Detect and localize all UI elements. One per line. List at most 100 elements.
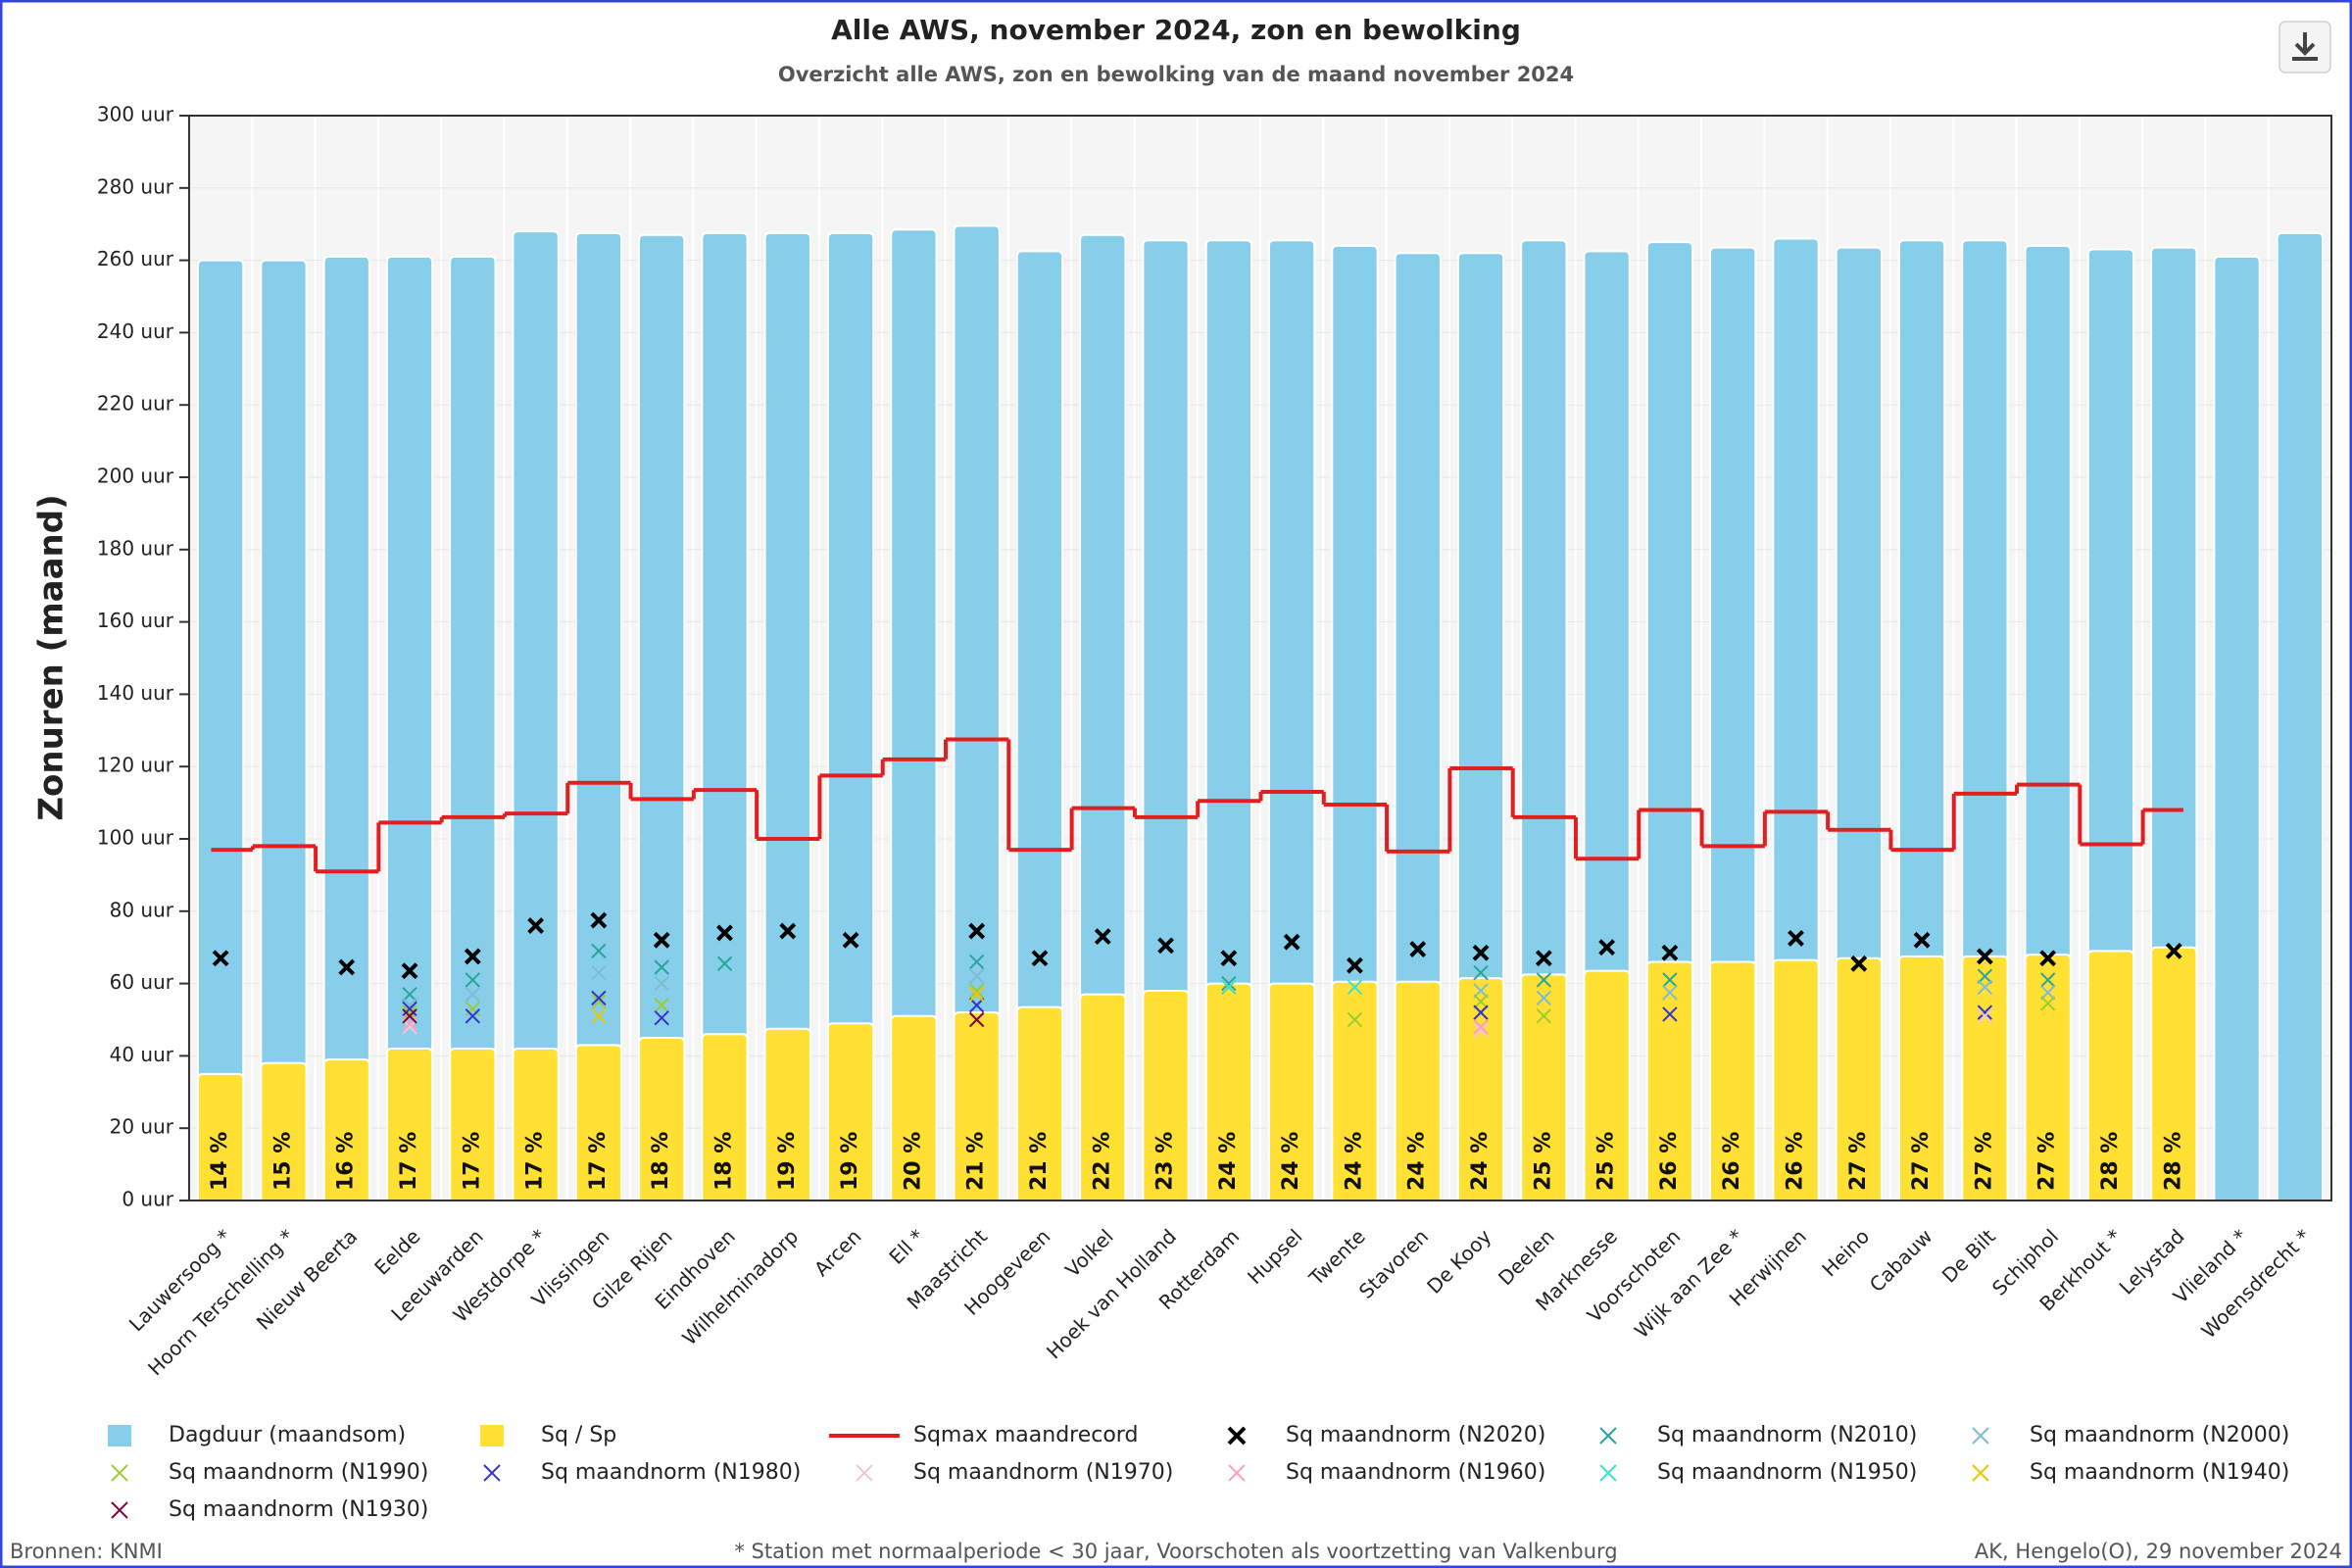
bar	[2213, 255, 2261, 1201]
legend-item[interactable]: Sq maandnorm (N2000)	[1972, 1423, 2289, 1447]
bar	[701, 231, 749, 1201]
legend-label: Sq maandnorm (N1970)	[913, 1460, 1173, 1485]
legend-swatch	[1972, 1464, 1989, 1482]
bar	[826, 231, 875, 1201]
scatter-marker	[1473, 983, 1489, 999]
scatter-marker	[465, 1008, 481, 1024]
scatter-marker	[1850, 955, 1868, 972]
download-icon[interactable]	[2292, 32, 2318, 61]
plot-border	[188, 115, 2332, 1201]
marker-stroke	[1977, 1008, 1993, 1024]
percentage-label: 28 %	[2161, 1132, 2185, 1191]
legend-swatch	[856, 1464, 873, 1482]
legend-item[interactable]: Sq maandnorm (N1970)	[856, 1460, 1173, 1485]
legend-item[interactable]: Dagduur (maandsom)	[108, 1423, 406, 1447]
marker-stroke	[856, 1464, 873, 1482]
y-tick-label: 240 uur	[97, 319, 174, 343]
bar	[2024, 954, 2072, 1201]
scatter-marker	[2039, 985, 2056, 1001]
bar	[1394, 980, 1442, 1201]
percentage-label: 21 %	[1027, 1132, 1052, 1191]
percentage-label: 24 %	[1342, 1132, 1366, 1191]
legend-item[interactable]: Sq maandnorm (N1930)	[111, 1497, 428, 1522]
legend-item[interactable]: Sq maandnorm (N1940)	[1972, 1460, 2289, 1485]
scatter-marker	[1661, 944, 1679, 961]
legend-item[interactable]: Sq maandnorm (N2020)	[1227, 1423, 1545, 1447]
scatter-marker	[1473, 1022, 1489, 1039]
y-tick-label: 140 uur	[97, 681, 174, 705]
footer-center: * Station met normaalperiode < 30 jaar, …	[734, 1540, 1617, 1563]
scatter-marker	[402, 998, 417, 1013]
marker-stroke	[968, 922, 986, 940]
bar	[260, 1061, 308, 1201]
scatter-marker	[1662, 1006, 1678, 1022]
marker-stroke	[1977, 979, 1993, 995]
legend-swatch	[1599, 1464, 1617, 1482]
bar	[890, 1014, 938, 1201]
legend-label: Sq maandnorm (N2000)	[2030, 1423, 2289, 1447]
y-tick-label: 180 uur	[97, 536, 174, 560]
bar	[1015, 250, 1064, 1201]
scatter-marker	[591, 994, 607, 1009]
marker-stroke	[1662, 972, 1678, 988]
marker-stroke	[1913, 931, 1931, 949]
scatter-marker	[464, 948, 481, 965]
marker-stroke	[1283, 933, 1300, 951]
marker-stroke	[1473, 1022, 1489, 1039]
legend-item[interactable]: Sq maandnorm (N2010)	[1599, 1423, 1917, 1447]
bar	[385, 255, 434, 1201]
bar	[1142, 989, 1190, 1201]
legend-swatch	[480, 1425, 504, 1446]
bar	[953, 1011, 1001, 1201]
scatter-marker	[1536, 990, 1552, 1006]
marker-stroke	[2039, 996, 2056, 1011]
marker-stroke	[591, 943, 607, 959]
legend-item[interactable]: Sq maandnorm (N1990)	[111, 1460, 428, 1485]
bar	[1645, 960, 1694, 1201]
marker-stroke	[1221, 979, 1237, 995]
marker-stroke	[591, 994, 607, 1009]
scatter-marker	[2039, 950, 2057, 967]
scatter-marker	[591, 990, 607, 1006]
scatter-marker	[402, 1008, 417, 1024]
marker-stroke	[464, 948, 481, 965]
legend-item[interactable]: Sq maandnorm (N1960)	[1228, 1460, 1545, 1485]
marker-stroke	[1972, 1464, 1989, 1482]
scatter-marker	[716, 956, 733, 972]
percentage-label: 27 %	[1846, 1132, 1871, 1191]
scatter-marker	[968, 954, 985, 970]
scatter-marker	[968, 968, 985, 984]
legend-item[interactable]: Sq / Sp	[480, 1423, 616, 1447]
marker-stroke	[654, 959, 669, 975]
marker-stroke	[1536, 1008, 1552, 1024]
scatter-marker	[1473, 1019, 1489, 1035]
marker-stroke	[1347, 979, 1363, 995]
marker-stroke	[1788, 930, 1804, 947]
bar	[512, 230, 560, 1201]
scatter-marker	[1977, 979, 1993, 995]
download-button[interactable]	[2278, 21, 2331, 74]
bar	[197, 259, 245, 1201]
scatter-marker	[1221, 979, 1237, 995]
footer-right: AK, Hengelo(O), 29 november 2024	[1975, 1540, 2342, 1563]
bar	[2150, 946, 2198, 1201]
marker-stroke	[402, 1004, 417, 1020]
bar	[1079, 993, 1127, 1201]
bar	[1204, 239, 1252, 1201]
marker-stroke	[402, 998, 417, 1013]
legend-item[interactable]: Sq maandnorm (N1950)	[1599, 1460, 1917, 1485]
legend-item[interactable]: Sqmax maandrecord	[829, 1423, 1138, 1447]
legend-item[interactable]: Sq maandnorm (N1980)	[483, 1460, 801, 1485]
percentage-label: 25 %	[1594, 1132, 1619, 1191]
marker-stroke	[402, 1001, 417, 1017]
scatter-marker	[779, 922, 797, 940]
percentage-label: 24 %	[1216, 1132, 1241, 1191]
scatter-marker	[402, 986, 417, 1003]
bar	[1268, 982, 1316, 1201]
marker-stroke	[1977, 968, 1993, 984]
percentage-label: 24 %	[1468, 1132, 1493, 1191]
marker-stroke	[716, 924, 733, 942]
chart-subtitle: Overzicht alle AWS, zon en bewolking van…	[778, 63, 1574, 86]
percentage-label: 27 %	[2035, 1132, 2060, 1191]
marker-stroke	[1347, 956, 1363, 974]
